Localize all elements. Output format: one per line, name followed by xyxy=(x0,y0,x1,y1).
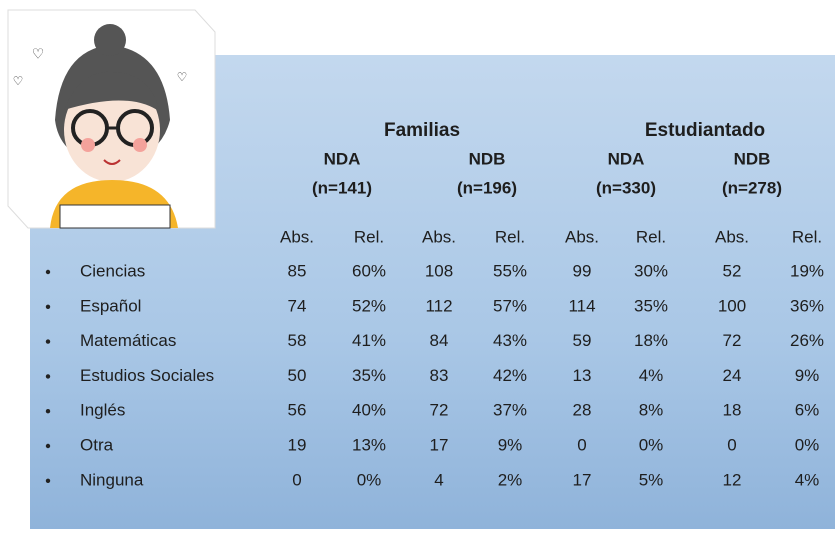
svg-text:♡: ♡ xyxy=(177,70,188,84)
cell: 72 xyxy=(430,401,449,420)
cell: 56 xyxy=(288,401,307,420)
subgroup-n: (n=141) xyxy=(312,178,372,197)
row-label: Ciencias xyxy=(80,261,145,280)
cell: 19% xyxy=(790,261,824,280)
cell: 6% xyxy=(795,401,820,420)
cell: 58 xyxy=(288,331,307,350)
cell: 52% xyxy=(352,296,386,315)
cell: 59 xyxy=(573,331,592,350)
subgroup-n: (n=196) xyxy=(457,178,517,197)
cell: 8% xyxy=(639,401,664,420)
cell: 40% xyxy=(352,401,386,420)
cell: 50 xyxy=(288,366,307,385)
cell: 4% xyxy=(795,470,820,489)
row-label: Otra xyxy=(80,435,114,454)
cell: 57% xyxy=(493,296,527,315)
cell: 5% xyxy=(639,470,664,489)
cell: 41% xyxy=(352,331,386,350)
slide: ♡ ♡ ♡ Familias Estudiantado NDA (n=141) ND… xyxy=(0,0,835,529)
cell: 108 xyxy=(425,261,453,280)
cell: 19 xyxy=(288,435,307,454)
bullet xyxy=(46,270,50,274)
cell: 0% xyxy=(639,435,664,454)
cell: 9% xyxy=(498,435,523,454)
cell: 13% xyxy=(352,435,386,454)
illustration: ♡ ♡ ♡ xyxy=(8,10,215,228)
cell: 114 xyxy=(568,296,595,315)
column-header: Abs. xyxy=(280,227,314,246)
cell: 83 xyxy=(430,366,449,385)
column-header: Abs. xyxy=(715,227,749,246)
bullet xyxy=(46,374,50,378)
bullet xyxy=(46,479,50,483)
cell: 60% xyxy=(352,261,386,280)
cell: 100 xyxy=(718,296,746,315)
subgroup-name: NDA xyxy=(324,149,361,168)
svg-text:♡: ♡ xyxy=(13,74,24,88)
cell: 12 xyxy=(723,470,742,489)
bullet xyxy=(46,444,50,448)
row-label: Matemáticas xyxy=(80,331,176,350)
group-header: Familias xyxy=(384,120,460,141)
cell: 84 xyxy=(430,331,449,350)
cell: 37% xyxy=(493,401,527,420)
column-header: Rel. xyxy=(354,227,384,246)
row-label: Estudios Sociales xyxy=(80,366,214,385)
cell: 2% xyxy=(498,470,523,489)
cell: 0 xyxy=(727,435,736,454)
cell: 35% xyxy=(634,296,668,315)
page: ♡ ♡ ♡ Familias Estudiantado NDA (n=141) ND… xyxy=(0,0,835,529)
svg-text:♡: ♡ xyxy=(32,46,45,62)
bullet xyxy=(46,409,50,413)
subgroup-name: NDB xyxy=(734,149,771,168)
cell: 18% xyxy=(634,331,668,350)
bullet xyxy=(46,339,50,343)
cell: 43% xyxy=(493,331,527,350)
column-header: Rel. xyxy=(495,227,525,246)
cell: 4 xyxy=(434,470,443,489)
cell: 24 xyxy=(723,366,742,385)
cell: 85 xyxy=(288,261,307,280)
subgroup-n: (n=330) xyxy=(596,178,656,197)
column-header: Rel. xyxy=(792,227,822,246)
subgroup-n: (n=278) xyxy=(722,178,782,197)
group-header: Estudiantado xyxy=(645,120,765,141)
cell: 42% xyxy=(493,366,527,385)
cell: 9% xyxy=(795,366,820,385)
cell: 0 xyxy=(577,435,586,454)
cell: 112 xyxy=(425,296,452,315)
cell: 17 xyxy=(573,470,592,489)
cell: 26% xyxy=(790,331,824,350)
subgroup-name: NDA xyxy=(608,149,645,168)
cell: 28 xyxy=(573,401,592,420)
cell: 55% xyxy=(493,261,527,280)
cell: 99 xyxy=(573,261,592,280)
subgroup-name: NDB xyxy=(469,149,506,168)
row-label: Español xyxy=(80,296,141,315)
row-label: Ninguna xyxy=(80,470,144,489)
cell: 36% xyxy=(790,296,824,315)
cell: 74 xyxy=(288,296,307,315)
cell: 0% xyxy=(795,435,820,454)
bullet xyxy=(46,305,50,309)
cell: 13 xyxy=(573,366,592,385)
cell: 52 xyxy=(723,261,742,280)
cell: 72 xyxy=(723,331,742,350)
cell: 0 xyxy=(292,470,301,489)
cell: 0% xyxy=(357,470,382,489)
row-label: Inglés xyxy=(80,401,125,420)
column-header: Abs. xyxy=(565,227,599,246)
cell: 18 xyxy=(723,401,742,420)
cell: 30% xyxy=(634,261,668,280)
cell: 4% xyxy=(639,366,664,385)
cell: 17 xyxy=(430,435,449,454)
column-header: Rel. xyxy=(636,227,666,246)
cell: 35% xyxy=(352,366,386,385)
column-header: Abs. xyxy=(422,227,456,246)
